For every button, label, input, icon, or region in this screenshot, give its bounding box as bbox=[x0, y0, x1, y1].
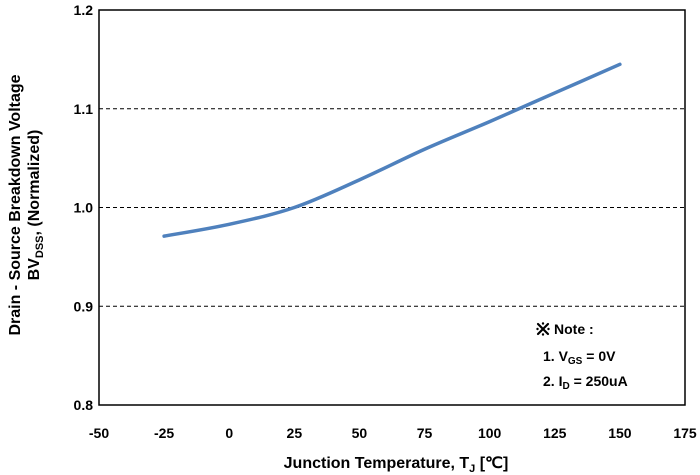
data-point bbox=[423, 148, 426, 151]
y-axis-title-line1: Drain - Source Breakdown Voltage bbox=[7, 74, 24, 335]
y-axis-title-line2: BVDSS, (Normalized) bbox=[26, 130, 46, 281]
note-box: Note : 1. VGS = 0V 2. ID = 250uA bbox=[536, 321, 628, 392]
x-tick-label: 50 bbox=[352, 425, 368, 441]
data-point bbox=[293, 206, 296, 209]
x-axis-title: Junction Temperature, TJ [℃] bbox=[284, 455, 509, 475]
x-tick-label: 25 bbox=[287, 425, 303, 441]
y-tick-label: 1.0 bbox=[74, 200, 94, 216]
reference-mark-icon bbox=[536, 322, 550, 336]
note-item-1: 1. VGS = 0V bbox=[543, 348, 616, 367]
x-tick-label: 75 bbox=[417, 425, 433, 441]
data-point bbox=[488, 120, 491, 123]
data-point bbox=[228, 223, 231, 226]
series-line bbox=[162, 62, 622, 238]
x-tick-label: 150 bbox=[608, 425, 632, 441]
y-tick-labels: 0.8 0.9 1.0 1.1 1.2 bbox=[74, 2, 94, 413]
x-tick-label: -25 bbox=[154, 425, 174, 441]
data-point bbox=[358, 178, 361, 181]
x-tick-label: 0 bbox=[225, 425, 233, 441]
plot-frame bbox=[98, 9, 686, 406]
x-tick-label: 175 bbox=[673, 425, 697, 441]
note-item-2: 2. ID = 250uA bbox=[543, 373, 628, 392]
y-axis-title: Drain - Source Breakdown Voltage BVDSS, … bbox=[7, 74, 46, 335]
x-tick-label: -50 bbox=[89, 425, 109, 441]
data-point bbox=[618, 63, 621, 66]
x-tick-labels: -50 -25 0 25 50 75 100 125 150 175 bbox=[89, 425, 697, 441]
y-tick-label: 0.8 bbox=[74, 397, 94, 413]
y-tick-label: 1.2 bbox=[74, 2, 94, 18]
data-point bbox=[163, 235, 166, 238]
grid-lines bbox=[99, 108, 685, 307]
note-title: Note : bbox=[554, 321, 594, 337]
x-tick-label: 100 bbox=[478, 425, 502, 441]
data-point bbox=[553, 91, 556, 94]
y-tick-label: 1.1 bbox=[74, 101, 94, 117]
y-tick-label: 0.9 bbox=[74, 298, 94, 314]
series-layer bbox=[162, 62, 622, 238]
x-tick-label: 125 bbox=[543, 425, 567, 441]
